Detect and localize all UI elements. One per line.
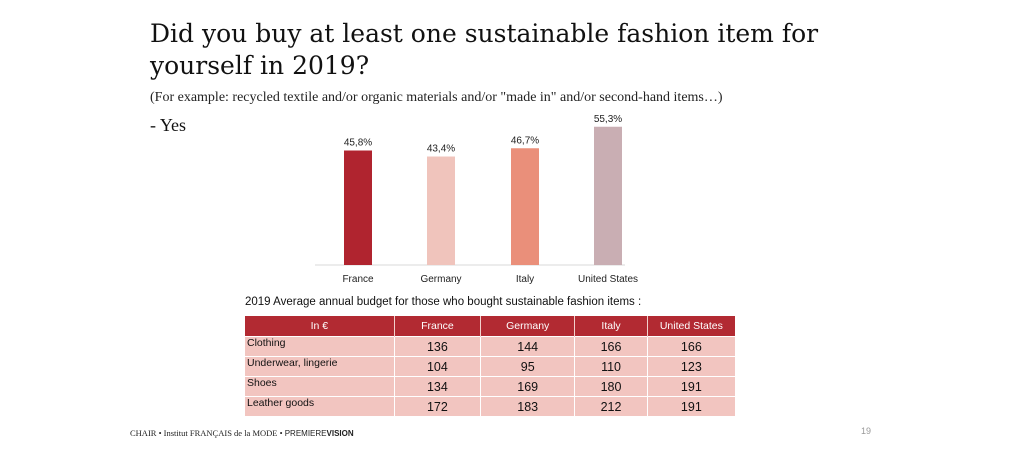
header-cell: Italy	[574, 316, 648, 337]
row-label: Clothing	[245, 336, 395, 357]
answer-label: - Yes	[150, 115, 187, 135]
table-cell: 134	[394, 376, 482, 397]
table-cell: 95	[480, 356, 576, 377]
table-cell: 104	[394, 356, 482, 377]
logo-bold-text: VISION	[326, 429, 354, 438]
table-cell: 212	[574, 396, 648, 416]
table-cell: 110	[574, 356, 648, 377]
header-cell: Germany	[480, 316, 576, 337]
table-row: Underwear, lingerie 104 95 110 123	[245, 356, 735, 377]
table-cell: 166	[574, 336, 648, 357]
category-label: Italy	[516, 274, 534, 285]
data-label: 45,8%	[344, 138, 372, 149]
table-cell: 180	[574, 376, 648, 397]
table-row: Shoes 134 169 180 191	[245, 376, 735, 397]
table-caption: 2019 Average annual budget for those who…	[245, 296, 642, 308]
row-label: Shoes	[245, 376, 395, 397]
slide-subtitle: (For example: recycled textile and/or or…	[150, 90, 723, 105]
table-cell: 166	[647, 336, 735, 357]
table-header-row: In € France Germany Italy United States	[245, 316, 735, 337]
table-cell: 169	[480, 376, 576, 397]
header-cell: France	[394, 316, 482, 337]
table-row: Clothing 136 144 166 166	[245, 336, 735, 357]
table-cell: 144	[480, 336, 576, 357]
bar-chart: 45,8% France 43,4% Germany 46,7% Italy 55,3% Un…	[315, 114, 638, 285]
category-label: France	[342, 274, 374, 285]
budget-table: In € France Germany Italy United States …	[245, 316, 735, 416]
footer-text: CHAIR • Institut FRANÇAIS de la MODE •	[130, 428, 283, 438]
bar-united-states	[594, 126, 622, 265]
table-cell: 183	[480, 396, 576, 416]
row-label: Leather goods	[245, 396, 395, 416]
row-label: Underwear, lingerie	[245, 356, 395, 377]
header-cell: United States	[647, 316, 735, 337]
table-cell: 172	[394, 396, 482, 416]
page-number: 19	[861, 426, 872, 436]
bar-france	[344, 150, 372, 265]
category-label: Germany	[420, 274, 461, 285]
slide-title: Did you buy at least one sustainable fas…	[150, 19, 819, 80]
data-label: 43,4%	[427, 144, 455, 155]
bar-germany	[427, 156, 455, 265]
premiere-vision-logo: PREMIEREVISION	[285, 429, 354, 438]
table-cell: 136	[394, 336, 482, 357]
logo-light-text: PREMIERE	[284, 429, 327, 438]
bar-italy	[511, 148, 539, 265]
header-cell: In €	[245, 316, 395, 337]
table-cell: 191	[647, 376, 735, 397]
table-row: Leather goods 172 183 212 191	[245, 396, 735, 416]
data-label: 55,3%	[594, 114, 622, 125]
table-cell: 191	[647, 396, 735, 416]
footer-credits: CHAIR • Institut FRANÇAIS de la MODE • P…	[130, 428, 354, 438]
category-label: United States	[578, 274, 638, 285]
data-label: 46,7%	[511, 135, 539, 146]
table-cell: 123	[647, 356, 735, 377]
